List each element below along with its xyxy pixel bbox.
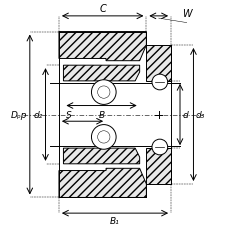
Polygon shape bbox=[63, 148, 139, 164]
Text: W: W bbox=[181, 9, 191, 19]
Circle shape bbox=[151, 75, 167, 90]
Text: B: B bbox=[98, 111, 104, 120]
Text: d: d bbox=[181, 111, 187, 120]
Text: Dₚp: Dₚp bbox=[11, 111, 27, 120]
Polygon shape bbox=[59, 169, 146, 198]
Circle shape bbox=[91, 125, 116, 150]
Polygon shape bbox=[146, 46, 170, 82]
Polygon shape bbox=[59, 33, 146, 61]
Circle shape bbox=[91, 80, 116, 105]
Text: S: S bbox=[65, 111, 71, 120]
Polygon shape bbox=[63, 66, 139, 82]
Text: B₁: B₁ bbox=[110, 217, 119, 226]
Polygon shape bbox=[146, 148, 170, 184]
Circle shape bbox=[151, 139, 167, 155]
Text: d₃: d₃ bbox=[195, 111, 204, 120]
Text: C: C bbox=[99, 3, 106, 14]
Text: d₂: d₂ bbox=[34, 111, 43, 120]
